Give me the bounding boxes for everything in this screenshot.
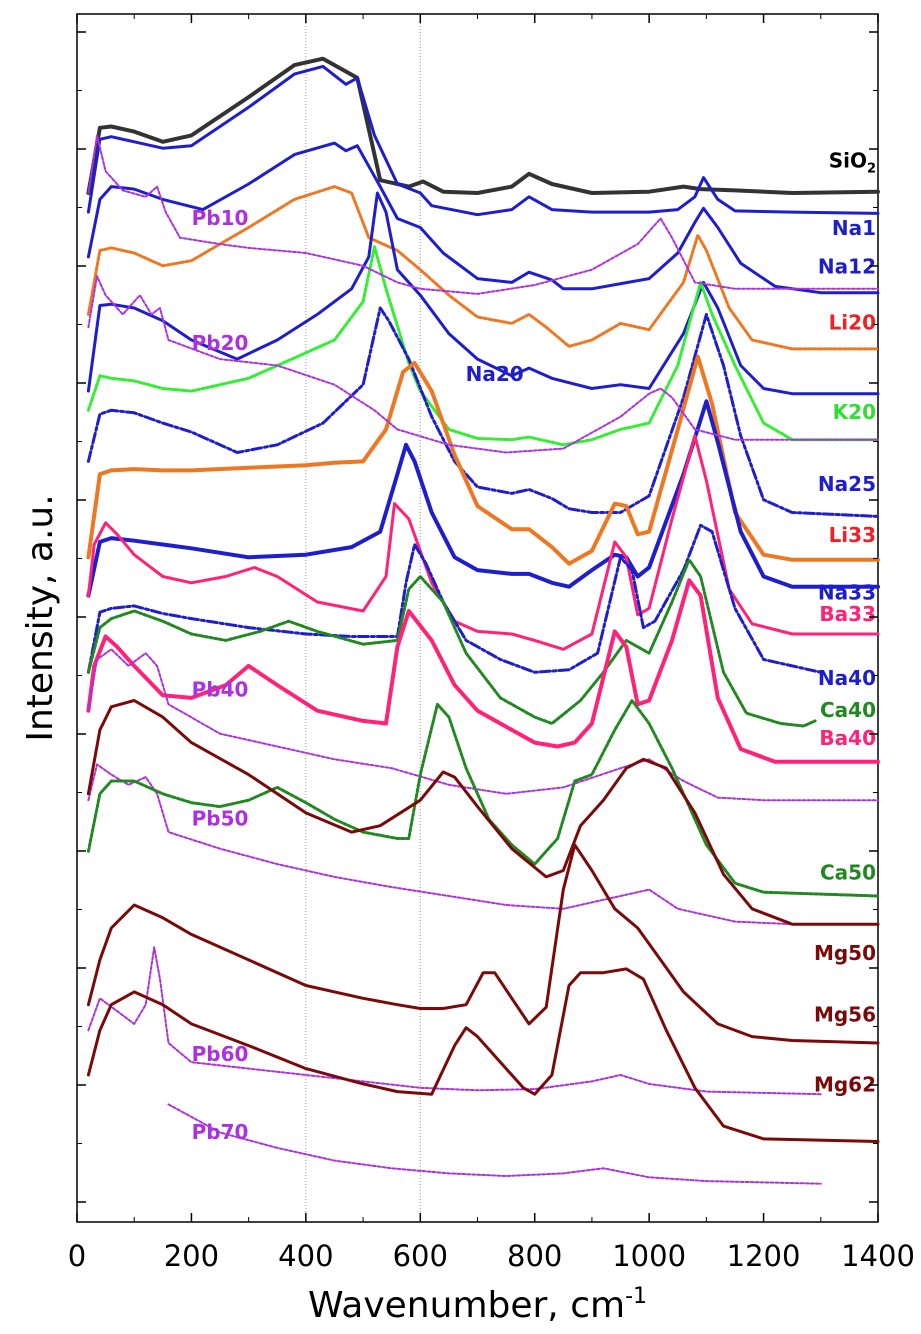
- x-tick-label: 400: [278, 1239, 333, 1273]
- x-tick-label: 200: [164, 1239, 219, 1273]
- end-label-mg50: Mg50: [814, 941, 876, 965]
- end-label-li33: Li33: [829, 523, 876, 547]
- annotation-pb40: Pb40: [192, 678, 249, 702]
- x-tick-label: 800: [507, 1239, 562, 1273]
- series-line-ca40: [86, 558, 817, 728]
- y-axis-title: Intensity, a.u.: [20, 494, 61, 741]
- end-label-ba33: Ba33: [819, 602, 876, 626]
- annotation-pb20: Pb20: [192, 331, 249, 355]
- series-line-mg62: [86, 967, 880, 1143]
- series-line-pb70: [167, 1103, 822, 1185]
- series-line-li33: [86, 354, 880, 566]
- end-label-mg56: Mg56: [814, 1002, 876, 1026]
- annotation-pb50: Pb50: [192, 807, 249, 831]
- series-line-pb20: [87, 275, 879, 454]
- x-axis: 0 200 400 600 800 1000 1200 1400: [68, 14, 915, 1273]
- series-line-pb60: [87, 946, 822, 1096]
- x-tick-label: 0: [68, 1239, 86, 1273]
- series-line-na40: [86, 523, 823, 674]
- series-line-na1: [86, 64, 880, 217]
- series-line-mg50: [86, 699, 880, 926]
- series-line-na25: [86, 306, 880, 518]
- end-label-na12: Na12: [818, 254, 876, 278]
- series-line-ca50: [86, 699, 880, 898]
- x-axis-title: Wavenumber, cm-1: [308, 1284, 647, 1326]
- series-line-na33: [86, 399, 880, 598]
- annotation-na20: Na20: [466, 362, 524, 386]
- series-line-pb40: [87, 648, 879, 802]
- annotation-pb10: Pb10: [192, 206, 249, 230]
- annotation-pb60: Pb60: [192, 1042, 249, 1066]
- series-line-pb10: [87, 134, 879, 295]
- series-line-sio: [86, 56, 880, 195]
- series-line-pb50: [87, 763, 879, 926]
- annotation-pb70: Pb70: [192, 1120, 249, 1144]
- series-line-ba40: [86, 578, 880, 764]
- end-label-ca50: Ca50: [820, 860, 876, 884]
- series-labels: Pb10 Pb20 Na20 Pb40 Pb50 Pb60 Pb70 SiO2 Na1 Na12 L…: [192, 148, 876, 1144]
- end-label-li20: Li20: [829, 311, 876, 335]
- x-tick-label: 1200: [727, 1239, 801, 1273]
- series-line-k20: [86, 245, 880, 447]
- end-label-na25: Na25: [818, 472, 876, 496]
- x-tick-label: 600: [393, 1239, 448, 1273]
- series-line-na12: [86, 141, 880, 295]
- x-tick-label: 1000: [612, 1239, 686, 1273]
- series-line-li20: [86, 185, 880, 351]
- end-label-ca40: Ca40: [820, 698, 876, 722]
- end-label-na40: Na40: [818, 666, 876, 690]
- series-line-na20: [86, 191, 880, 396]
- series-lines: [86, 56, 880, 1185]
- end-label-sio: SiO2: [829, 148, 876, 176]
- end-label-ba40: Ba40: [819, 726, 876, 750]
- vertical-gridlines: [305, 14, 421, 1222]
- end-label-na1: Na1: [832, 216, 876, 240]
- end-label-k20: K20: [833, 400, 876, 424]
- x-tick-label: 1400: [841, 1239, 915, 1273]
- end-label-na33: Na33: [818, 580, 876, 604]
- end-label-mg62: Mg62: [814, 1073, 876, 1097]
- series-line-mg56: [86, 843, 880, 1045]
